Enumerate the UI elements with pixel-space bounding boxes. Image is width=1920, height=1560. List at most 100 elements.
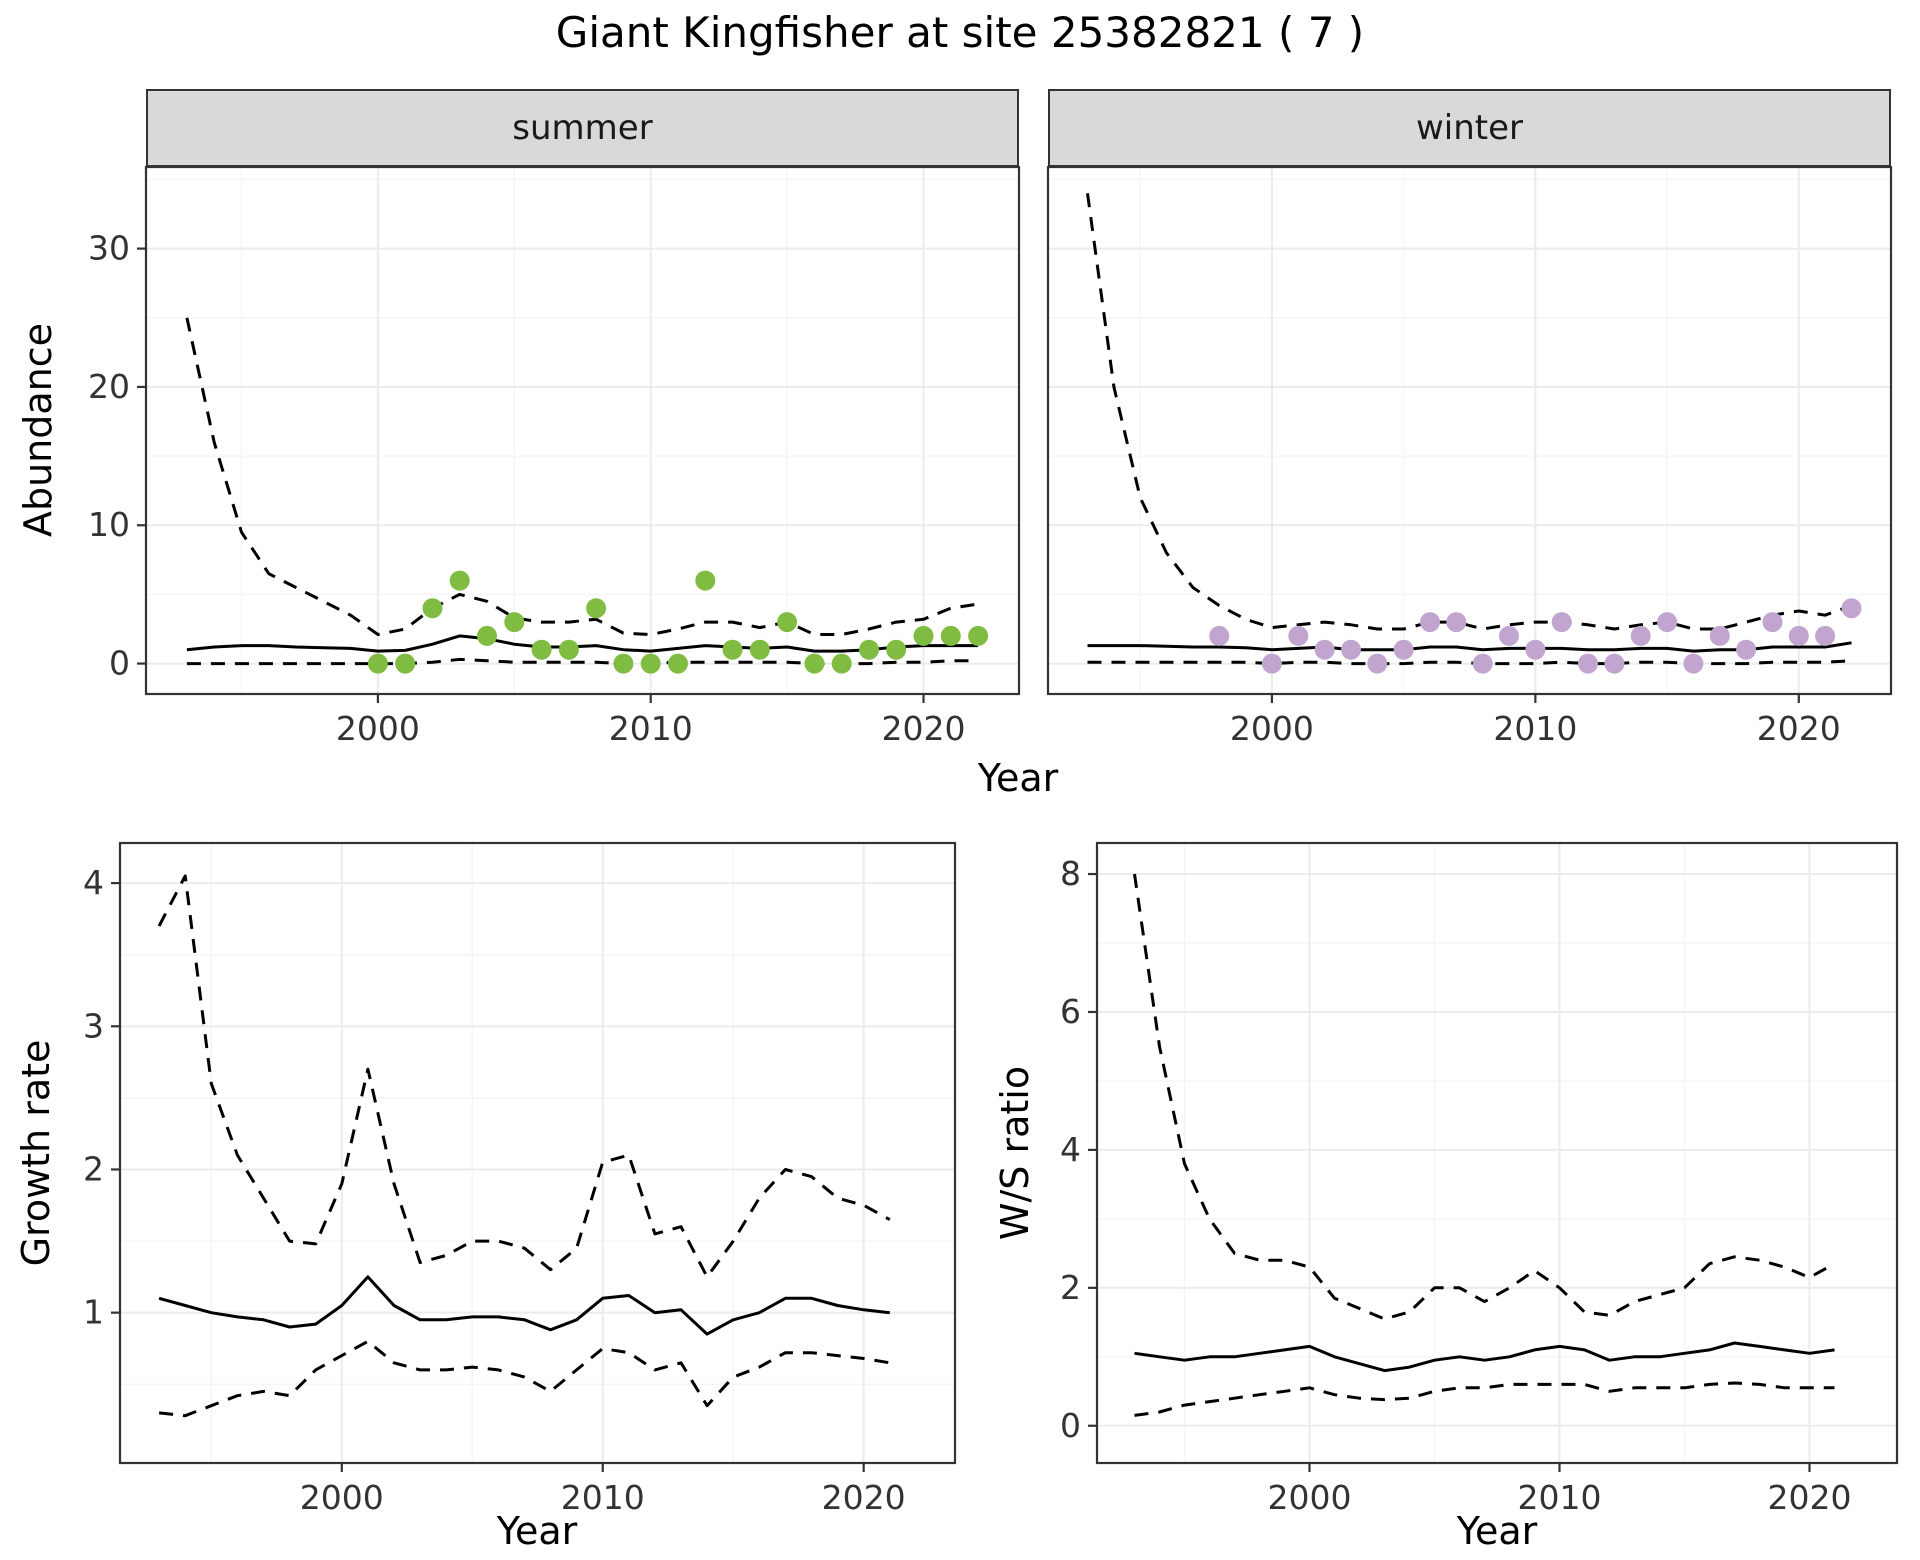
lower_95ci-line — [1134, 1381, 1835, 1417]
observed_counts_summer-point — [504, 612, 525, 633]
observed_counts_summer-point — [558, 639, 579, 660]
upper_95ci-line — [185, 317, 979, 636]
y-tick-label: 3 — [83, 1006, 104, 1045]
observed_counts_summer-point — [695, 570, 716, 591]
observed_counts_summer-point — [804, 653, 825, 674]
y-tick-label: 4 — [83, 863, 104, 902]
observed_counts_summer-point — [940, 625, 961, 646]
x-tick-label: 2000 — [1268, 1478, 1352, 1517]
y-tick-label: 8 — [1060, 854, 1081, 893]
lower_95ci-line — [1087, 659, 1852, 666]
observed_counts_winter-point — [1578, 653, 1598, 674]
y-tick-label: 0 — [1060, 1406, 1081, 1445]
observed_counts_summer-point — [586, 598, 607, 619]
observed_counts_winter-point — [1604, 653, 1625, 674]
upper_95ci-line — [1133, 873, 1836, 1321]
observed_counts_winter-point — [1630, 625, 1651, 646]
median-line — [1134, 1341, 1835, 1373]
observed_counts_winter-point — [1525, 639, 1546, 660]
observed_counts_winter-point — [1314, 639, 1335, 660]
observed_counts_winter-point — [1209, 625, 1230, 646]
facet-strip-winter: winter — [1048, 89, 1891, 167]
y-axis-title-ws-ratio: W/S ratio — [993, 1065, 1037, 1241]
observed_counts_winter-point — [1815, 625, 1836, 646]
observed_counts_summer-point — [640, 653, 661, 674]
upper_95ci-line — [157, 874, 891, 1279]
x-axis-title-growth-rate: Year — [496, 1509, 578, 1553]
observed_counts_winter-point — [1446, 612, 1467, 633]
x-tick-label: 2000 — [300, 1478, 384, 1517]
panel-background-growth-rate — [120, 843, 955, 1463]
panel-background-abundance-summer — [146, 167, 1019, 694]
x-tick-label: 2020 — [1757, 709, 1841, 748]
x-axis-title-top: Year — [977, 756, 1059, 800]
observed_counts_winter-point — [1657, 612, 1678, 633]
observed_counts_winter-point — [1393, 639, 1414, 660]
observed_counts_summer-point — [422, 598, 443, 619]
panel-growth-rate: 2000 2010 2020 1 2 3 4 — [83, 841, 957, 1517]
observed_counts_summer-point — [859, 639, 879, 660]
facet-strip-summer-label: summer — [512, 108, 653, 148]
y-tick-label: 1 — [83, 1293, 104, 1332]
y-tick-label: 20 — [88, 367, 130, 406]
observed_counts_summer-point — [668, 653, 688, 674]
observed_counts_winter-point — [1367, 653, 1388, 674]
observed_counts_winter-point — [1762, 612, 1783, 633]
observed_counts_summer-point — [831, 653, 852, 674]
observed_counts_summer-point — [968, 625, 989, 646]
x-tick-label: 2010 — [1493, 709, 1577, 748]
observed_counts_summer-point — [777, 612, 798, 633]
x-tick-label: 2010 — [1518, 1478, 1602, 1517]
y-tick-label: 0 — [109, 644, 130, 683]
observed_counts_winter-point — [1341, 639, 1361, 660]
observed_counts_summer-point — [886, 639, 907, 660]
panel-border-abundance-winter — [1046, 165, 1893, 696]
panel-abundance-winter: 2000 2010 2020 — [1046, 165, 1893, 748]
page-title: Giant Kingfisher at site 25382821 ( 7 ) — [555, 8, 1365, 57]
observed_counts_summer-point — [395, 653, 416, 674]
facet-strip-winter-label: winter — [1415, 108, 1524, 148]
observed_counts_winter-point — [1261, 653, 1282, 674]
observed_counts_summer-point — [477, 625, 497, 646]
y-tick-label: 6 — [1060, 992, 1081, 1031]
y-tick-label: 10 — [88, 505, 130, 544]
observed_counts_summer-point — [749, 639, 770, 660]
facet-strip-summer: summer — [146, 89, 1019, 167]
x-tick-label: 2000 — [1230, 709, 1314, 748]
y-tick-label: 4 — [1060, 1130, 1081, 1169]
observed_counts_summer-point — [531, 639, 552, 660]
lower_95ci-line — [158, 1339, 891, 1418]
panel-background-ws-ratio — [1097, 843, 1897, 1463]
panel-border-ws-ratio — [1095, 841, 1899, 1465]
observed_counts_winter-point — [1736, 639, 1757, 660]
observed_counts_winter-point — [1841, 598, 1862, 619]
observed_counts_winter-point — [1288, 625, 1309, 646]
x-tick-label: 2020 — [882, 709, 966, 748]
observed_counts_summer-point — [722, 639, 743, 660]
observed_counts_summer-point — [613, 653, 634, 674]
observed_counts_winter-point — [1420, 612, 1440, 633]
panel-border-growth-rate — [118, 841, 957, 1465]
panel-background-abundance-winter — [1048, 167, 1891, 694]
y-tick-label: 2 — [83, 1149, 104, 1188]
x-tick-label: 2020 — [1768, 1478, 1852, 1517]
observed_counts_summer-point — [449, 570, 470, 591]
x-tick-label: 2000 — [336, 709, 420, 748]
observed_counts_summer-point — [913, 625, 934, 646]
panel-abundance-summer: 2000 2010 2020 0 10 20 30 — [88, 165, 1021, 748]
y-axis-title-growth-rate: Growth rate — [14, 1039, 58, 1267]
observed_counts_winter-point — [1788, 625, 1809, 646]
y-axis-title-abundance: Abundance — [16, 322, 60, 538]
panel-ws-ratio: 2000 2010 2020 0 2 4 6 8 — [1060, 841, 1899, 1517]
median-line — [186, 634, 979, 653]
x-axis-title-ws-ratio: Year — [1456, 1509, 1538, 1553]
observed_counts_summer-point — [367, 653, 388, 674]
observed_counts_winter-point — [1551, 612, 1572, 633]
median-line — [1087, 641, 1852, 653]
x-tick-label: 2010 — [609, 709, 693, 748]
panel-border-abundance-summer — [144, 165, 1021, 696]
y-tick-label: 2 — [1060, 1268, 1081, 1307]
observed_counts_winter-point — [1499, 625, 1519, 646]
